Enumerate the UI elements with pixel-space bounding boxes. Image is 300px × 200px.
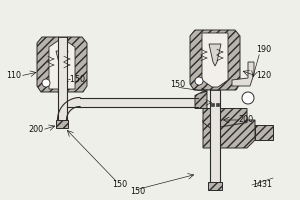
Text: 150: 150 [170, 80, 185, 89]
Circle shape [242, 92, 254, 104]
Bar [210, 115, 220, 182]
Polygon shape [209, 44, 221, 66]
Polygon shape [202, 33, 228, 87]
Text: 200: 200 [238, 115, 253, 124]
Polygon shape [203, 120, 255, 148]
Polygon shape [56, 51, 68, 71]
Polygon shape [49, 40, 75, 89]
Bar [208, 182, 222, 190]
Text: 120: 120 [256, 71, 271, 80]
Circle shape [42, 79, 50, 87]
Text: 150: 150 [112, 180, 127, 189]
Polygon shape [255, 125, 273, 140]
Text: 150: 150 [130, 187, 145, 196]
Text: 1431: 1431 [252, 180, 272, 189]
Polygon shape [58, 98, 80, 120]
Text: 110: 110 [6, 71, 21, 80]
Bar [211, 102, 214, 106]
Bar [210, 90, 220, 182]
Bar [56, 120, 68, 128]
Bar [210, 120, 220, 184]
Circle shape [195, 77, 203, 85]
Polygon shape [37, 37, 87, 92]
Text: 200: 200 [28, 125, 43, 134]
Text: -150: -150 [68, 75, 86, 84]
Bar [58, 37, 67, 120]
Bar [216, 102, 219, 106]
Polygon shape [190, 30, 240, 90]
Text: 190: 190 [256, 45, 271, 54]
Polygon shape [232, 62, 254, 86]
Polygon shape [195, 90, 207, 108]
Polygon shape [203, 108, 247, 129]
